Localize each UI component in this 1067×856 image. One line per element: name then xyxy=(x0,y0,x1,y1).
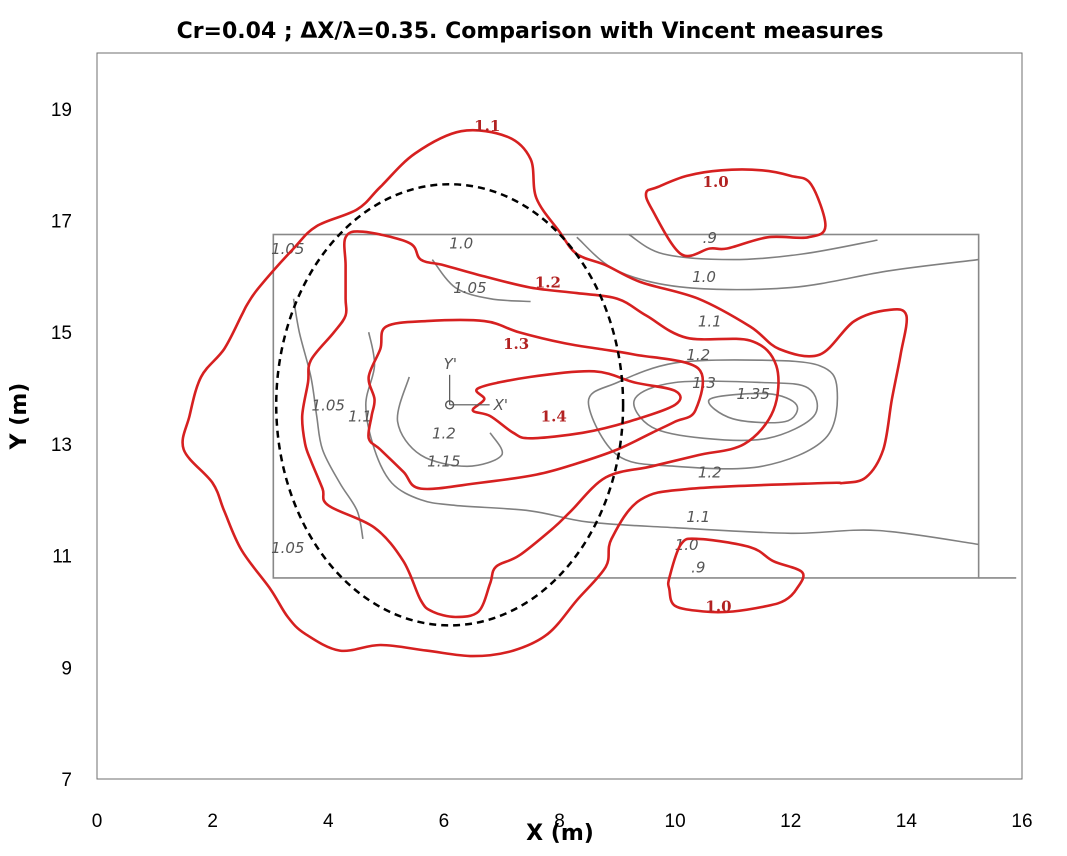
measured-contour-line xyxy=(396,376,504,468)
measured-contour-label: 1.15 xyxy=(427,452,460,470)
computed-contour-label: 1.2 xyxy=(535,274,561,292)
measured-contour-label: 1.1 xyxy=(698,313,722,331)
measured-contour-line xyxy=(628,233,878,261)
measured-contour-line xyxy=(707,392,799,424)
computed-contour-label: 1.0 xyxy=(705,597,731,615)
measured-contour-label: 1.0 xyxy=(449,234,473,252)
measured-contour-line xyxy=(431,259,531,303)
measured-contour-label: 1.05 xyxy=(271,539,304,557)
origin-x-label: X' xyxy=(493,396,508,414)
measured-contour-label: 1.1 xyxy=(686,508,710,526)
measured-contour-line xyxy=(587,359,839,470)
measured-domain-frame xyxy=(272,233,980,579)
x-tick-label: 10 xyxy=(665,811,686,832)
origin-y-label: Y' xyxy=(444,355,457,373)
computed-contour-line xyxy=(367,318,705,491)
y-tick-label: 7 xyxy=(61,770,72,791)
computed-contour-line xyxy=(644,168,827,258)
y-tick-labels: 7 9 11 13 15 17 19 xyxy=(51,100,72,791)
measured-contour-label: 1.1 xyxy=(348,408,372,426)
measured-contour-label: 1.35 xyxy=(736,385,769,403)
measured-contour-label: 1.05 xyxy=(453,279,486,297)
y-tick-label: 15 xyxy=(51,323,72,344)
measured-contour-label: 1.05 xyxy=(312,396,345,414)
measured-contour-label: 1.2 xyxy=(698,463,722,481)
computed-contour-label: 1.4 xyxy=(541,408,567,426)
y-axis-title: Y (m) xyxy=(7,383,32,451)
x-tick-label: 8 xyxy=(554,811,565,832)
y-tick-label: 17 xyxy=(51,212,72,233)
measured-contour-label: 1.0 xyxy=(692,268,716,286)
x-axis-title: X (m) xyxy=(526,821,594,846)
computed-contour-line xyxy=(181,128,909,658)
y-tick-label: 13 xyxy=(51,435,72,456)
measured-contour-label: 1.0 xyxy=(675,536,699,554)
measured-contour-line xyxy=(364,332,979,546)
x-tick-label: 12 xyxy=(780,811,801,832)
computed-contour-line xyxy=(471,369,682,440)
x-tick-labels: 0 2 4 6 8 10 12 14 16 xyxy=(92,811,1033,832)
y-tick-label: 11 xyxy=(52,547,72,568)
origin-marker: Y' X' xyxy=(444,355,508,414)
x-tick-label: 2 xyxy=(207,811,218,832)
shoal-ellipse xyxy=(274,182,625,627)
x-tick-label: 14 xyxy=(896,811,918,832)
measured-contour-line xyxy=(292,298,364,540)
computed-contours: 1.1 1.2 1.3 1.4 1.0 1.0 xyxy=(181,117,909,658)
x-tick-label: 6 xyxy=(439,811,450,832)
measured-contour-label: .9 xyxy=(691,558,705,576)
computed-contour-label: 1.0 xyxy=(703,173,729,191)
measured-contour-label: 1.2 xyxy=(686,346,710,364)
measured-contour-line xyxy=(633,380,819,442)
y-tick-label: 19 xyxy=(51,100,72,121)
computed-contour-line xyxy=(300,230,780,619)
plot-area-frame xyxy=(96,52,1023,780)
computed-contour-label: 1.3 xyxy=(503,335,529,353)
x-tick-label: 16 xyxy=(1011,811,1032,832)
computed-contour-label: 1.1 xyxy=(474,117,500,135)
chart-title: Cr=0.04 ; ΔX/λ=0.35. Comparison with Vin… xyxy=(177,19,884,44)
measured-contour-label: 1.2 xyxy=(432,424,456,442)
measured-contour-label: .9 xyxy=(703,229,717,247)
computed-contour-line xyxy=(666,537,805,614)
measured-contours: 1.051.051.051.11.11.11.21.21.21.31.351.1… xyxy=(271,229,979,576)
x-tick-label: 4 xyxy=(323,811,334,832)
y-tick-label: 9 xyxy=(61,658,72,679)
x-tick-label: 0 xyxy=(92,811,103,832)
